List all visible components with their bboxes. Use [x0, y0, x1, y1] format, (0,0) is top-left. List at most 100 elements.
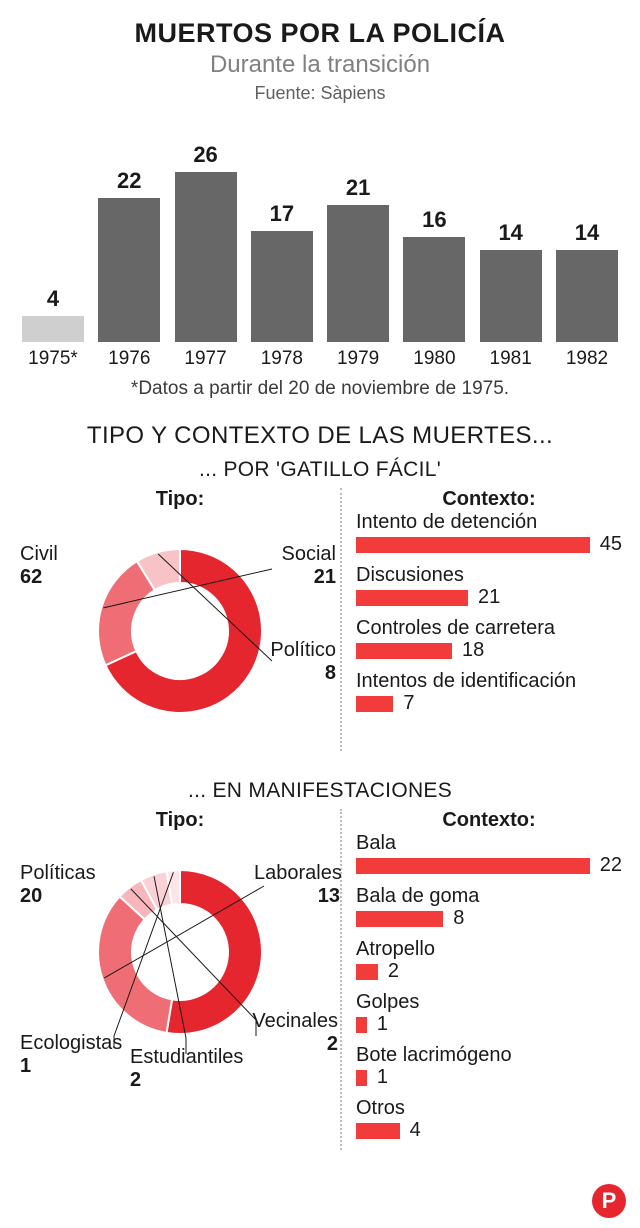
manif-donut: Políticas20 Laborales13 Vecinales2Estudian… [20, 832, 340, 1072]
context-label: Golpes [356, 991, 622, 1013]
bar-column: 14 [480, 220, 542, 342]
bar-category-label: 1982 [556, 348, 618, 370]
group-manif-title: ... EN MANIFESTACIONES [20, 779, 620, 803]
bar-value: 14 [575, 220, 599, 246]
gatillo-contexto-head: Contexto: [356, 488, 622, 511]
context-row: Bala 22 [356, 832, 622, 877]
donut-label-value: 2 [130, 1069, 250, 1092]
bar-column: 17 [251, 201, 313, 342]
donut-label-name: Político [268, 639, 336, 662]
context-bar [356, 1070, 367, 1086]
source-line: Fuente: Sàpiens [20, 83, 620, 104]
donut-slice [98, 896, 172, 1032]
bar-chart: 4 22 26 17 21 16 14 14 1975* 1976 1977 1978… [22, 142, 618, 400]
manif-contexto-head: Contexto: [356, 809, 622, 832]
context-label: Intentos de identificación [356, 670, 622, 692]
context-bar [356, 696, 393, 712]
donut-label-name: Políticas [20, 862, 96, 885]
context-bar [356, 1017, 367, 1033]
bar-column: 4 [22, 286, 84, 342]
context-bar [356, 964, 378, 980]
bar [98, 198, 160, 342]
bar [251, 231, 313, 342]
context-row: Golpes 1 [356, 991, 622, 1036]
donut-label-value: 21 [268, 566, 336, 589]
group-gatillo: ... POR 'GATILLO FÁCIL' Tipo: Civil62 Soc… [20, 458, 620, 751]
bar-chart-footnote: *Datos a partir del 20 de noviembre de 1… [22, 378, 618, 400]
context-label: Bala [356, 832, 622, 854]
donut-label-value: 2 [248, 1033, 338, 1056]
manif-tipo-head: Tipo: [20, 809, 340, 832]
bar-column: 21 [327, 175, 389, 342]
donut-label-value: 8 [268, 662, 336, 685]
context-row: Atropello 2 [356, 938, 622, 983]
donut-label-name: Social [268, 543, 336, 566]
donut-label-name: Laborales [254, 862, 340, 885]
context-row: Otros 4 [356, 1097, 622, 1142]
donut-label-name: Civil [20, 543, 58, 566]
bar-column: 14 [556, 220, 618, 342]
context-bar [356, 1123, 400, 1139]
context-label: Atropello [356, 938, 622, 960]
context-row: Bote lacrimógeno 1 [356, 1044, 622, 1089]
donut-label: Social21 [268, 543, 336, 589]
bar-value: 16 [422, 207, 446, 233]
donut-label-value: 62 [20, 566, 58, 589]
gatillo-tipo-head: Tipo: [20, 488, 340, 511]
bar-category-label: 1976 [98, 348, 160, 370]
context-label: Bote lacrimógeno [356, 1044, 622, 1066]
context-bar [356, 537, 590, 553]
context-bar [356, 590, 468, 606]
page-title: MUERTOS POR LA POLICÍA [20, 18, 620, 49]
context-value: 45 [600, 533, 622, 556]
bar [327, 205, 389, 342]
donut-label: Civil62 [20, 543, 58, 589]
bar-value: 21 [346, 175, 370, 201]
bar-category-label: 1980 [403, 348, 465, 370]
context-row: Intento de detención 45 [356, 511, 622, 556]
donut-label-name: Estudiantiles [130, 1046, 250, 1069]
donut-label: Ecologistas1 [20, 1032, 120, 1078]
bar-category-label: 1979 [327, 348, 389, 370]
donut-label-name: Ecologistas [20, 1032, 120, 1055]
section-title: TIPO Y CONTEXTO DE LAS MUERTES... [20, 422, 620, 450]
context-value: 8 [453, 907, 464, 930]
donut-label: Laborales13 [254, 862, 340, 908]
donut-label-name: Vecinales [248, 1010, 338, 1033]
donut-label-value: 20 [20, 885, 96, 908]
bar [22, 316, 84, 342]
context-value: 1 [377, 1013, 388, 1036]
context-value: 22 [600, 854, 622, 877]
bar [175, 172, 237, 342]
donut-label: Estudiantiles2 [130, 1046, 250, 1092]
context-row: Controles de carretera 18 [356, 617, 622, 662]
context-label: Discusiones [356, 564, 622, 586]
donut-label-value: 13 [254, 885, 340, 908]
bar [556, 250, 618, 342]
context-row: Intentos de identificación 7 [356, 670, 622, 715]
bar-value: 22 [117, 168, 141, 194]
context-bar [356, 911, 443, 927]
gatillo-donut: Civil62 Social21 Político8 [20, 511, 340, 751]
bar-column: 16 [403, 207, 465, 342]
context-bar [356, 858, 590, 874]
context-label: Otros [356, 1097, 622, 1119]
gatillo-context-bars: Intento de detención 45 Discusiones 21 C… [356, 511, 622, 715]
context-value: 2 [388, 960, 399, 983]
bar-category-label: 1975* [22, 348, 84, 370]
context-bar [356, 643, 452, 659]
bar-value: 26 [193, 142, 217, 168]
bar-value: 14 [498, 220, 522, 246]
bar-category-label: 1981 [480, 348, 542, 370]
context-row: Bala de goma 8 [356, 885, 622, 930]
bar-category-label: 1978 [251, 348, 313, 370]
group-gatillo-title: ... POR 'GATILLO FÁCIL' [20, 458, 620, 482]
donut-label-value: 1 [20, 1055, 120, 1078]
donut-label: Político8 [268, 639, 336, 685]
context-value: 4 [410, 1119, 421, 1142]
bar-value: 17 [270, 201, 294, 227]
context-value: 1 [377, 1066, 388, 1089]
bar-category-label: 1977 [175, 348, 237, 370]
group-manif: ... EN MANIFESTACIONES Tipo: Políticas20… [20, 779, 620, 1150]
donut-label: Vecinales2 [248, 1010, 338, 1056]
